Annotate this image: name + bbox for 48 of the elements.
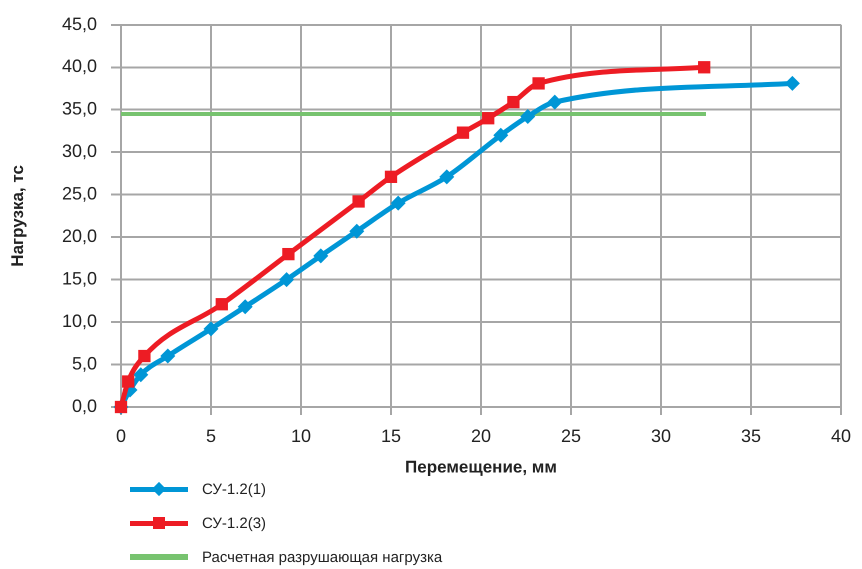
y-tick-label: 20,0 — [62, 226, 97, 246]
point — [439, 169, 454, 184]
legend-label: СУ-1.2(1) — [202, 480, 266, 498]
point — [507, 96, 520, 108]
x-tick-label: 30 — [650, 426, 672, 446]
point — [160, 348, 176, 364]
point — [384, 170, 398, 183]
legend-label: СУ-1.2(3) — [202, 514, 266, 532]
x-tick-label: 0 — [116, 426, 126, 446]
point — [122, 375, 134, 388]
point — [456, 126, 470, 139]
point — [313, 248, 328, 264]
point — [352, 195, 365, 208]
x-tick-label: 25 — [560, 426, 582, 446]
y-tick-label: 40,0 — [62, 56, 97, 76]
x-axis-title: Перемещение, мм — [405, 457, 557, 476]
y-tick-label: 5,0 — [72, 354, 97, 374]
point — [784, 76, 800, 91]
x-tick-label: 40 — [830, 426, 852, 446]
y-tick-label: 0,0 — [72, 396, 97, 416]
y-tick-label: 10,0 — [62, 311, 97, 332]
x-tick-label: 20 — [470, 426, 492, 446]
point — [493, 128, 508, 143]
point — [238, 299, 253, 314]
point — [138, 350, 151, 362]
point — [390, 196, 406, 211]
x-tick-label: 5 — [206, 426, 216, 446]
point — [532, 77, 545, 90]
point — [482, 112, 494, 124]
y-tick-label: 45,0 — [62, 14, 97, 34]
point — [349, 224, 364, 239]
y-tick-label: 35,0 — [62, 98, 97, 119]
point — [204, 321, 218, 336]
point — [698, 61, 710, 74]
y-tick-label: 30,0 — [62, 141, 97, 162]
point — [520, 109, 536, 124]
point — [282, 248, 295, 260]
x-tick-label: 10 — [290, 426, 312, 446]
x-tick-label: 35 — [740, 426, 762, 446]
point — [133, 367, 148, 382]
x-tick-label: 15 — [380, 426, 402, 446]
point — [279, 272, 294, 288]
y-tick-label: 25,0 — [62, 184, 97, 204]
legend-label: Расчетная разрушающая нагрузка — [202, 548, 442, 566]
point — [547, 94, 562, 110]
y-axis-title: Нагрузка, тс — [8, 165, 27, 267]
y-tick-label: 15,0 — [62, 268, 97, 289]
point — [216, 298, 228, 310]
